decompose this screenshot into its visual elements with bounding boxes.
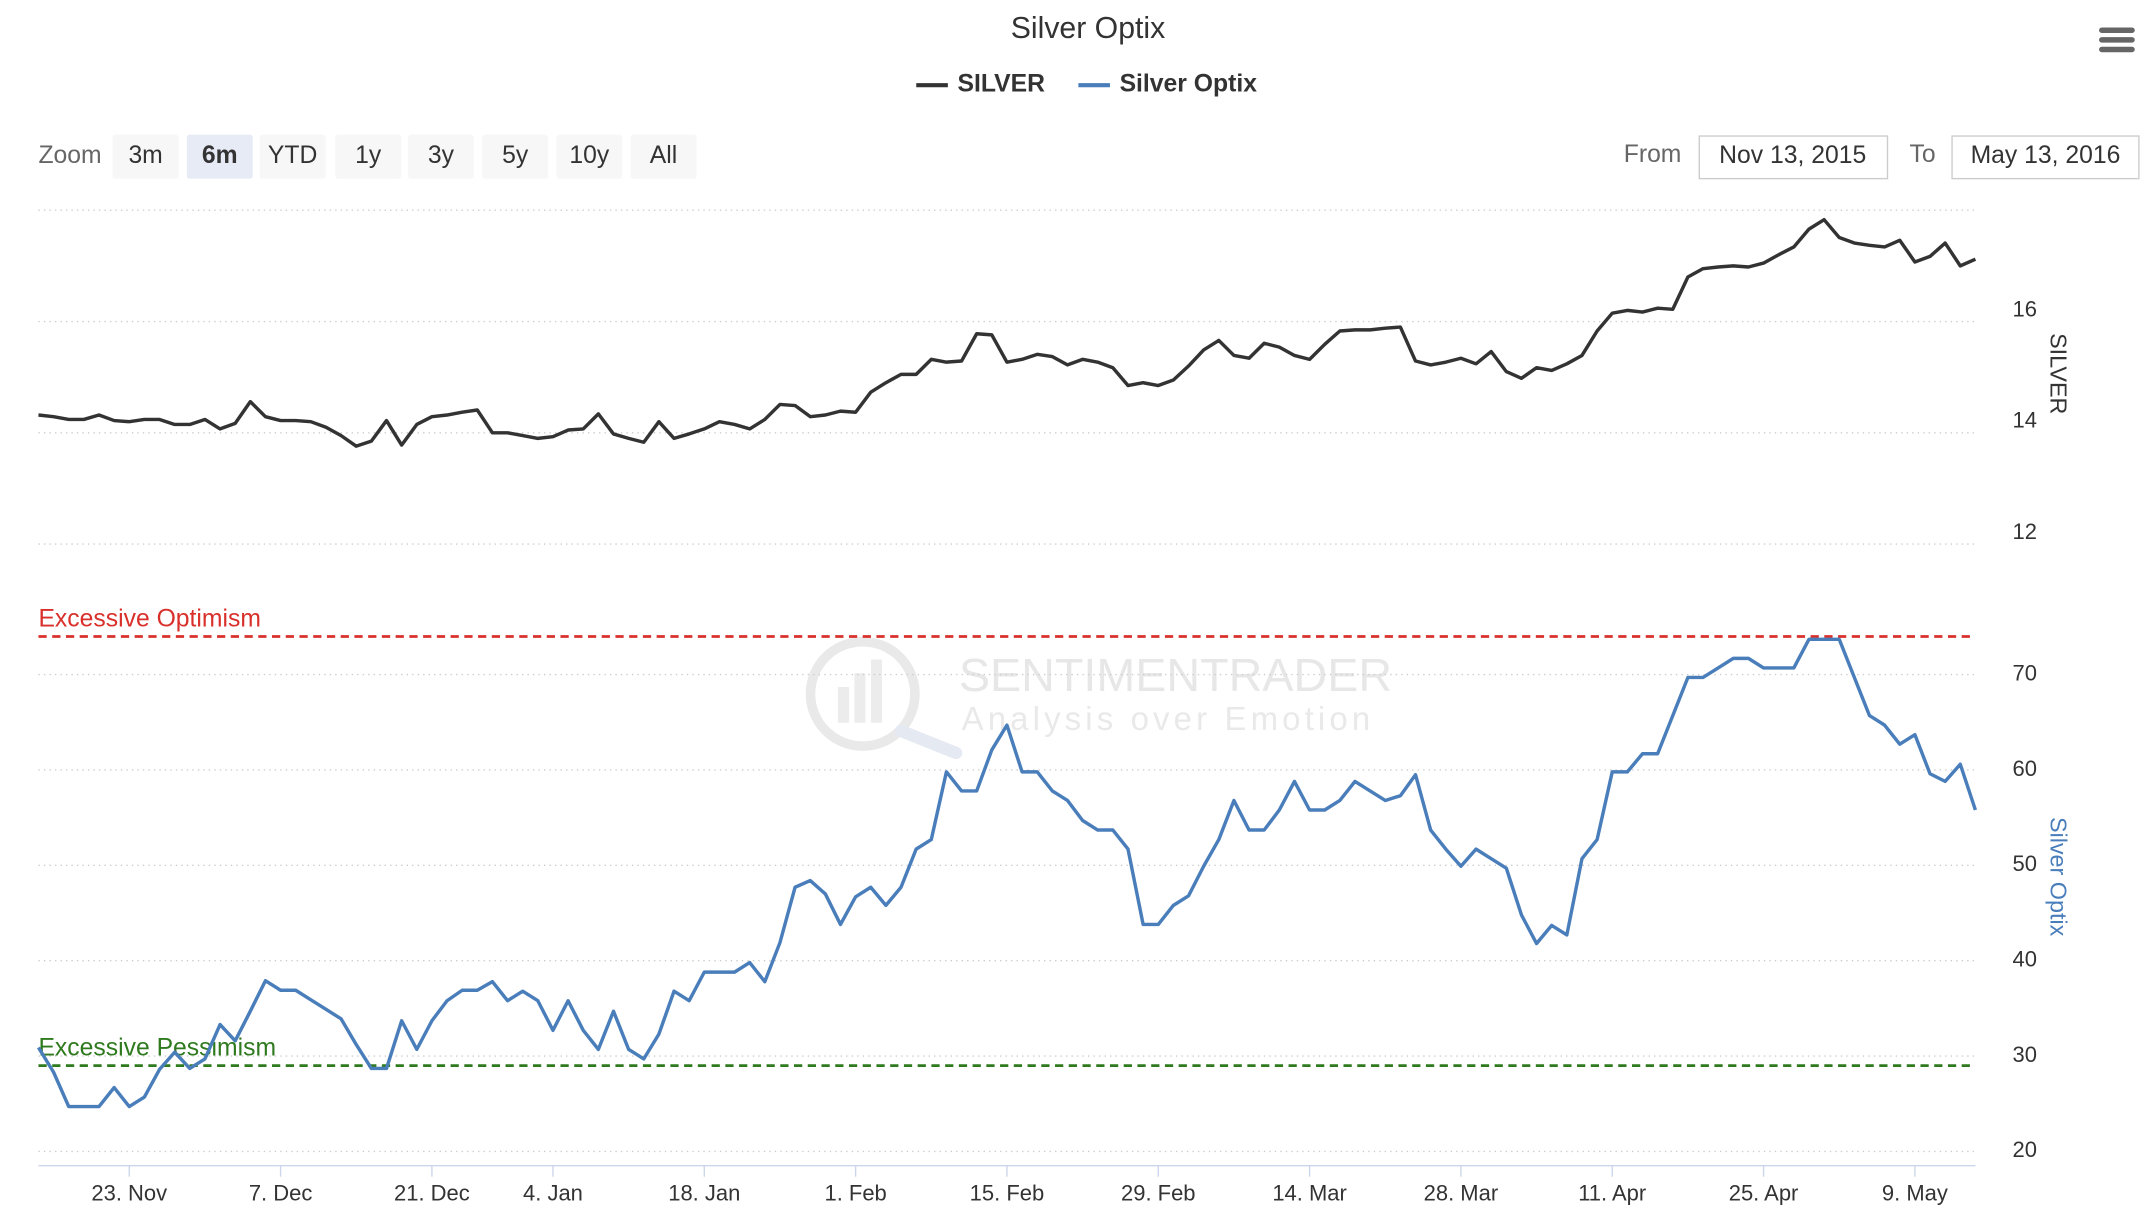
x-tick-label: 15. Feb xyxy=(970,1180,1044,1205)
zoom-button-label: 1y xyxy=(355,142,382,169)
x-tick-label: 23. Nov xyxy=(91,1180,167,1205)
watermark-icon xyxy=(854,673,866,723)
zoom-button-label: YTD xyxy=(268,142,317,169)
y2-tick-label: 70 xyxy=(2013,660,2037,685)
y2-tick-label: 40 xyxy=(2013,946,2037,971)
plot-line-label: Excessive Optimism xyxy=(38,605,260,632)
zoom-button[interactable] xyxy=(112,134,179,179)
zoom-button-label: 3m xyxy=(128,142,162,169)
from-label: From xyxy=(1624,141,1682,168)
y2-tick-label: 60 xyxy=(2013,756,2037,781)
zoom-button-label: All xyxy=(650,142,677,169)
zoom-button[interactable] xyxy=(407,134,474,179)
x-tick-label: 28. Mar xyxy=(1424,1180,1498,1205)
zoom-button[interactable] xyxy=(186,134,253,179)
x-tick-label: 18. Jan xyxy=(668,1180,740,1205)
menu-bar xyxy=(2099,37,2135,43)
x-tick-label: 25. Apr xyxy=(1729,1180,1799,1205)
menu-button[interactable] xyxy=(2099,27,2135,53)
zoom-label: Zoom xyxy=(38,142,101,169)
y2-axis-title: Silver Optix xyxy=(2045,817,2071,937)
watermark-icon xyxy=(894,724,963,760)
zoom-button-label: 3y xyxy=(428,142,455,169)
legend-label[interactable]: SILVER xyxy=(957,71,1045,98)
to-input[interactable] xyxy=(1951,135,2140,180)
zoom-button-label: 6m xyxy=(202,142,238,169)
menu-bar xyxy=(2099,27,2135,33)
zoom-button[interactable] xyxy=(630,134,697,179)
chart-title: Silver Optix xyxy=(1011,12,1165,45)
plot-line-label: Excessive Pessimism xyxy=(38,1035,276,1062)
y-tick-label: 12 xyxy=(2013,519,2037,544)
to-label: To xyxy=(1909,141,1935,168)
watermark-icon xyxy=(837,687,849,723)
watermark-name: SENTIMENTRADER xyxy=(959,649,1392,701)
y2-tick-label: 30 xyxy=(2013,1042,2037,1067)
to-value: May 13, 2016 xyxy=(1971,142,2121,169)
menu-bar xyxy=(2099,46,2135,53)
x-tick-label: 1. Feb xyxy=(824,1180,886,1205)
watermark-icon xyxy=(870,659,882,723)
x-tick-label: 4. Jan xyxy=(523,1180,583,1205)
y-tick-label: 14 xyxy=(2013,408,2037,433)
zoom-button[interactable] xyxy=(556,134,623,179)
x-tick-label: 9. May xyxy=(1882,1180,1948,1205)
zoom-button[interactable] xyxy=(259,134,326,179)
zoom-button-label: 10y xyxy=(569,142,609,169)
from-value: Nov 13, 2015 xyxy=(1719,142,1866,169)
x-tick-label: 21. Dec xyxy=(394,1180,470,1205)
x-tick-label: 14. Mar xyxy=(1272,1180,1346,1205)
x-tick-label: 7. Dec xyxy=(249,1180,313,1205)
y-tick-label: 16 xyxy=(2013,296,2037,321)
y-axis-title: SILVER xyxy=(2045,333,2071,414)
legend-label[interactable]: Silver Optix xyxy=(1120,71,1258,98)
watermark-icon xyxy=(805,636,920,751)
series-line xyxy=(36,637,1978,1109)
watermark: SENTIMENTRADER Analysis over Emotion xyxy=(805,636,1392,760)
watermark-tagline: Analysis over Emotion xyxy=(962,700,1375,737)
from-input[interactable] xyxy=(1698,135,1889,180)
zoom-button[interactable] xyxy=(482,134,549,179)
zoom-button-label: 5y xyxy=(502,142,529,169)
zoom-button[interactable] xyxy=(335,134,402,179)
x-tick-label: 11. Apr xyxy=(1578,1180,1646,1205)
x-tick-label: 29. Feb xyxy=(1121,1180,1195,1205)
y2-tick-label: 50 xyxy=(2013,851,2037,876)
series-line xyxy=(38,217,1977,448)
y2-tick-label: 20 xyxy=(2013,1137,2037,1162)
